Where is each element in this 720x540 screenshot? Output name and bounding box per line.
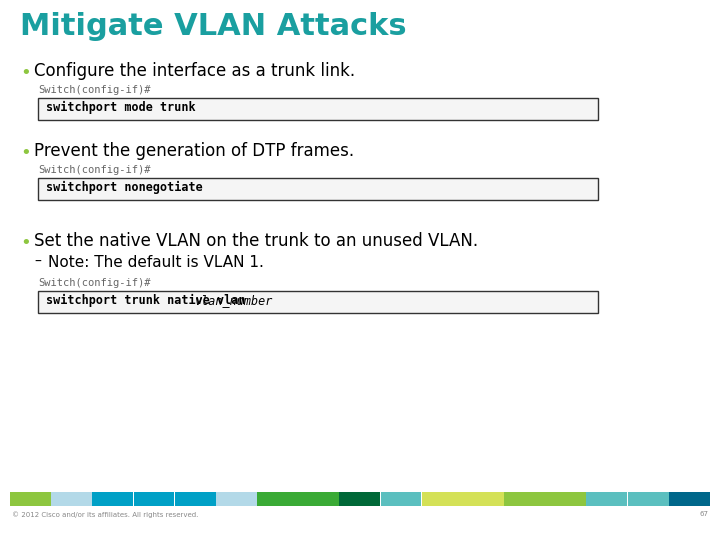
FancyBboxPatch shape bbox=[38, 178, 598, 200]
Bar bbox=[463, 492, 504, 506]
Text: Switch(config-if)#: Switch(config-if)# bbox=[38, 165, 150, 175]
Text: •: • bbox=[20, 234, 31, 252]
Bar bbox=[587, 492, 627, 506]
Text: vlan_number: vlan_number bbox=[195, 294, 274, 307]
FancyBboxPatch shape bbox=[38, 291, 598, 313]
Text: switchport mode trunk: switchport mode trunk bbox=[46, 101, 196, 114]
Bar bbox=[422, 492, 463, 506]
Bar bbox=[504, 492, 545, 506]
Text: Prevent the generation of DTP frames.: Prevent the generation of DTP frames. bbox=[34, 142, 354, 160]
Bar bbox=[669, 492, 710, 506]
Bar bbox=[257, 492, 298, 506]
Text: –: – bbox=[34, 255, 41, 269]
Bar bbox=[10, 492, 51, 506]
Bar bbox=[298, 492, 339, 506]
Bar bbox=[339, 492, 380, 506]
FancyBboxPatch shape bbox=[38, 98, 598, 120]
Text: Mitigate VLAN Attacks: Mitigate VLAN Attacks bbox=[20, 12, 407, 41]
Text: •: • bbox=[20, 64, 31, 82]
Text: Configure the interface as a trunk link.: Configure the interface as a trunk link. bbox=[34, 62, 355, 80]
Bar bbox=[381, 492, 421, 506]
Text: Switch(config-if)#: Switch(config-if)# bbox=[38, 85, 150, 95]
Text: Set the native VLAN on the trunk to an unused VLAN.: Set the native VLAN on the trunk to an u… bbox=[34, 232, 478, 250]
Bar bbox=[216, 492, 257, 506]
Text: switchport trunk native vlan: switchport trunk native vlan bbox=[46, 294, 253, 307]
Bar bbox=[175, 492, 215, 506]
Text: 67: 67 bbox=[699, 511, 708, 517]
Bar bbox=[628, 492, 669, 506]
Text: •: • bbox=[20, 144, 31, 162]
Text: Note: The default is VLAN 1.: Note: The default is VLAN 1. bbox=[48, 255, 264, 270]
Text: switchport nonegotiate: switchport nonegotiate bbox=[46, 181, 203, 194]
Bar bbox=[51, 492, 92, 506]
Text: © 2012 Cisco and/or its affiliates. All rights reserved.: © 2012 Cisco and/or its affiliates. All … bbox=[12, 511, 199, 518]
Bar bbox=[545, 492, 586, 506]
Text: Switch(config-if)#: Switch(config-if)# bbox=[38, 278, 150, 288]
Bar bbox=[133, 492, 174, 506]
Bar bbox=[92, 492, 133, 506]
